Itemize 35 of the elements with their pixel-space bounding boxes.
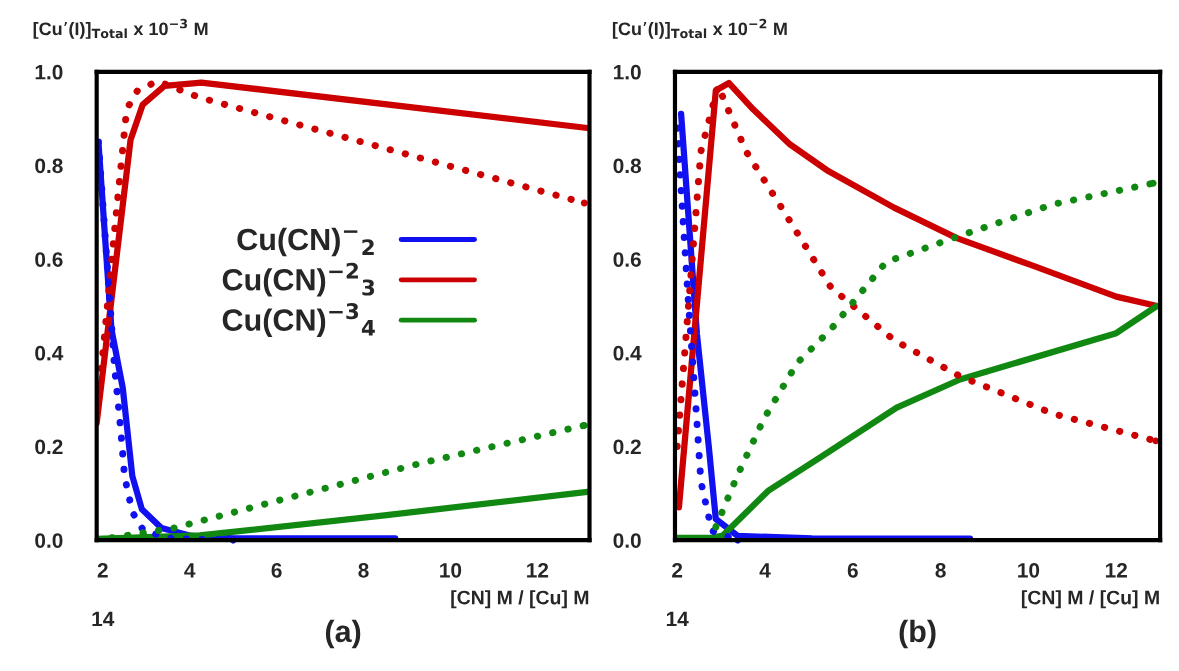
y-tick-label: 0.0 — [613, 533, 641, 548]
text: 14 — [666, 611, 689, 627]
x-tick-label: 6 — [847, 562, 858, 578]
x-tick-label: 8 — [358, 562, 369, 578]
x-tick-label: 2 — [672, 562, 683, 578]
legend-label: Cu(CN)$^{−3}$$_{4}$ — [222, 303, 375, 337]
y-tick-label: 0.2 — [613, 439, 641, 455]
y-tick-label: 0.8 — [613, 158, 642, 174]
x-tick-label: 2 — [97, 562, 108, 578]
y-axis-title: [Cu’(I)]$_{Total}$ x 10$^{−2}$ M — [612, 18, 787, 39]
x-axis-title: [CN] M / [Cu] M — [451, 590, 589, 609]
text: 14 — [92, 611, 115, 627]
x-tick-label: 10 — [440, 562, 462, 578]
legend-label: Cu(CN)$^{−}$$_{2}$ — [237, 227, 374, 257]
x-tick-label: 4 — [759, 563, 771, 578]
y-tick-label: 0.0 — [35, 533, 63, 548]
x-tick-label: 10 — [1018, 562, 1040, 578]
x-tick-label: 12 — [527, 562, 549, 578]
x-axis-title: [CN] M / [Cu] M — [1021, 590, 1159, 609]
text: (b) — [899, 619, 936, 649]
y-tick-label: 0.6 — [613, 252, 641, 267]
y-tick-label: 0.6 — [35, 252, 63, 267]
x-tick-label: 4 — [184, 563, 196, 578]
y-axis-title: [Cu’(I)]$_{Total}$ x 10$^{−3}$ M — [33, 18, 208, 39]
y-tick-label: 0.4 — [35, 345, 64, 361]
y-tick-label: 0.8 — [35, 158, 63, 174]
legend-label: Cu(CN)$^{−2}$$_{3}$ — [222, 262, 375, 297]
y-tick-label: 0.2 — [35, 439, 63, 455]
y-tick-label: 0.4 — [613, 345, 642, 361]
text: (a) — [325, 619, 361, 649]
x-tick-label: 12 — [1105, 562, 1127, 578]
y-tick-label: 1.0 — [614, 64, 641, 80]
x-tick-label: 8 — [935, 562, 946, 578]
y-tick-label: 1.0 — [35, 64, 63, 80]
x-tick-label: 6 — [271, 562, 282, 578]
